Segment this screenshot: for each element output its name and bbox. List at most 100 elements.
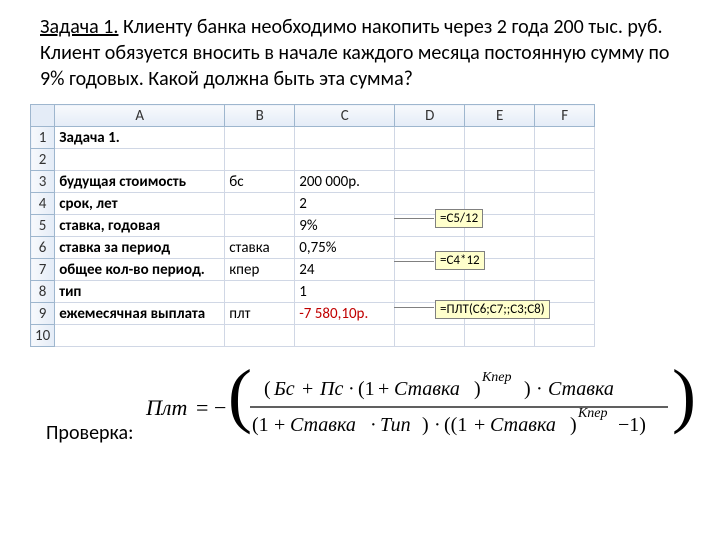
- table-row: 1Задача 1.: [31, 127, 595, 149]
- svg-text:+: +: [302, 378, 313, 400]
- cell-D3[interactable]: [395, 171, 465, 193]
- svg-text:(: (: [228, 357, 252, 435]
- cell-C2[interactable]: [295, 149, 395, 171]
- table-row: 7общее кол-во период.кпер24: [31, 259, 595, 281]
- cell-C1[interactable]: [295, 127, 395, 149]
- svg-text:Кпер: Кпер: [577, 406, 608, 421]
- row-header[interactable]: 8: [31, 281, 55, 303]
- cell-F1[interactable]: [535, 127, 595, 149]
- row-header[interactable]: 4: [31, 193, 55, 215]
- row-header[interactable]: 5: [31, 215, 55, 237]
- cell-A9[interactable]: ежемесячная выплата: [55, 303, 225, 325]
- svg-text:): ): [672, 357, 696, 435]
- row-header[interactable]: 9: [31, 303, 55, 325]
- row-header[interactable]: 7: [31, 259, 55, 281]
- cell-A8[interactable]: тип: [55, 281, 225, 303]
- svg-text:Тип: Тип: [380, 414, 411, 436]
- cell-B6[interactable]: ставка: [225, 237, 295, 259]
- cell-A10[interactable]: [55, 325, 225, 347]
- col-header-D[interactable]: D: [395, 105, 465, 127]
- cell-C10[interactable]: [295, 325, 395, 347]
- svg-text:Ставка: Ставка: [490, 414, 556, 436]
- svg-text:((1: ((1: [444, 414, 467, 436]
- cell-C7[interactable]: 24: [295, 259, 395, 281]
- cell-B3[interactable]: бс: [225, 171, 295, 193]
- col-header-A[interactable]: A: [55, 105, 225, 127]
- table-row: 4срок, лет 2: [31, 193, 595, 215]
- cell-A3[interactable]: будущая стоимость: [55, 171, 225, 193]
- cell-F7[interactable]: [535, 259, 595, 281]
- svg-text:·: ·: [348, 378, 355, 400]
- table-row: 6ставка за периодставка0,75%: [31, 237, 595, 259]
- col-header-B[interactable]: B: [225, 105, 295, 127]
- cell-B8[interactable]: [225, 281, 295, 303]
- task-paragraph: Задача 1. Клиенту банка необходимо накоп…: [0, 0, 720, 100]
- cell-A5[interactable]: ставка, годовая: [55, 215, 225, 237]
- cell-F5[interactable]: [535, 215, 595, 237]
- cell-B4[interactable]: [225, 193, 295, 215]
- svg-text:+: +: [378, 378, 389, 400]
- cell-A6[interactable]: ставка за период: [55, 237, 225, 259]
- cell-F4[interactable]: [535, 193, 595, 215]
- svg-text:Ставка: Ставка: [394, 378, 460, 400]
- cell-B10[interactable]: [225, 325, 295, 347]
- cell-F10[interactable]: [535, 325, 595, 347]
- cell-B7[interactable]: кпер: [225, 259, 295, 281]
- table-row: 10: [31, 325, 595, 347]
- col-header-C[interactable]: C: [295, 105, 395, 127]
- cell-A4[interactable]: срок, лет: [55, 193, 225, 215]
- formula-tooltip: =C4*12: [435, 251, 485, 270]
- col-header-E[interactable]: E: [465, 105, 535, 127]
- cell-C4[interactable]: 2: [295, 193, 395, 215]
- svg-text:=: =: [196, 395, 208, 420]
- svg-text:): ): [422, 414, 429, 436]
- cell-E1[interactable]: [465, 127, 535, 149]
- svg-text:Кпер: Кпер: [481, 370, 512, 385]
- svg-text:Бс: Бс: [273, 378, 295, 400]
- cell-B9[interactable]: плт: [225, 303, 295, 325]
- cell-A7[interactable]: общее кол-во период.: [55, 259, 225, 281]
- svg-text:Ставка: Ставка: [548, 378, 614, 400]
- cell-C5[interactable]: 9%: [295, 215, 395, 237]
- cell-A2[interactable]: [55, 149, 225, 171]
- table-row: 3будущая стоимостьбс200 000р.: [31, 171, 595, 193]
- svg-text:(: (: [264, 378, 271, 400]
- cell-C6[interactable]: 0,75%: [295, 237, 395, 259]
- cell-E10[interactable]: [465, 325, 535, 347]
- col-header-F[interactable]: F: [535, 105, 595, 127]
- cell-D2[interactable]: [395, 149, 465, 171]
- cell-D10[interactable]: [395, 325, 465, 347]
- svg-text:(1: (1: [252, 414, 269, 436]
- row-header[interactable]: 10: [31, 325, 55, 347]
- math-formula: Проверка: Плт = − ( ) ( Бс + Пс · (1 + С…: [36, 357, 696, 457]
- excel-grid-area: A B C D E F 1Задача 1.23будущая стоимост…: [30, 104, 690, 347]
- cell-E3[interactable]: [465, 171, 535, 193]
- cell-B5[interactable]: [225, 215, 295, 237]
- row-header[interactable]: 6: [31, 237, 55, 259]
- svg-text:Плт: Плт: [145, 395, 187, 420]
- task-body: Клиенту банка необходимо накопить через …: [40, 15, 669, 91]
- corner-cell[interactable]: [31, 105, 55, 127]
- connector-line: [394, 261, 434, 262]
- svg-text:(1: (1: [358, 378, 375, 400]
- cell-D1[interactable]: [395, 127, 465, 149]
- cell-C8[interactable]: 1: [295, 281, 395, 303]
- cell-F3[interactable]: [535, 171, 595, 193]
- cell-C9[interactable]: -7 580,10р.: [295, 303, 395, 325]
- svg-text:+: +: [474, 414, 485, 436]
- formula-tooltip: =ПЛТ(C6;C7;;C3;C8): [435, 300, 550, 319]
- cell-F2[interactable]: [535, 149, 595, 171]
- row-header[interactable]: 1: [31, 127, 55, 149]
- row-header[interactable]: 3: [31, 171, 55, 193]
- cell-F6[interactable]: [535, 237, 595, 259]
- row-header[interactable]: 2: [31, 149, 55, 171]
- svg-text:·: ·: [370, 414, 377, 436]
- svg-text:+: +: [274, 414, 285, 436]
- cell-E2[interactable]: [465, 149, 535, 171]
- cell-B1[interactable]: [225, 127, 295, 149]
- cell-C3[interactable]: 200 000р.: [295, 171, 395, 193]
- cell-A1[interactable]: Задача 1.: [55, 127, 225, 149]
- cell-B2[interactable]: [225, 149, 295, 171]
- svg-text:−1): −1): [618, 414, 646, 436]
- svg-text:): ): [524, 378, 531, 400]
